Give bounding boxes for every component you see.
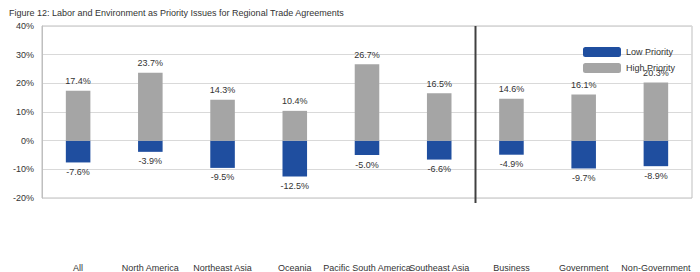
svg-text:-6.6%: -6.6% <box>427 164 451 174</box>
svg-text:10.4%: 10.4% <box>282 96 308 106</box>
svg-text:Business: Business <box>493 263 530 272</box>
svg-text:-9.5%: -9.5% <box>211 172 235 182</box>
svg-text:14.6%: 14.6% <box>499 84 525 94</box>
svg-text:16.5%: 16.5% <box>426 79 452 89</box>
svg-text:20%: 20% <box>16 78 34 88</box>
svg-text:High Priority: High Priority <box>626 63 676 73</box>
svg-text:Pacific South America: Pacific South America <box>323 263 411 272</box>
svg-text:North America: North America <box>122 263 179 272</box>
svg-text:Government: Government <box>559 263 609 272</box>
svg-text:Non-Government: Non-Government <box>621 263 691 272</box>
svg-text:-7.6%: -7.6% <box>66 167 90 177</box>
svg-text:-12.5%: -12.5% <box>281 181 310 191</box>
svg-text:14.3%: 14.3% <box>210 85 236 95</box>
svg-text:-4.9%: -4.9% <box>500 159 524 169</box>
svg-text:Figure 12: Labor and Environme: Figure 12: Labor and Environment as Prio… <box>9 8 344 18</box>
svg-text:16.1%: 16.1% <box>571 80 597 90</box>
svg-text:26.7%: 26.7% <box>354 50 380 60</box>
svg-text:30%: 30% <box>16 50 34 60</box>
svg-text:40%: 40% <box>16 21 34 31</box>
svg-text:-10%: -10% <box>13 164 34 174</box>
svg-text:Oceania: Oceania <box>278 263 312 272</box>
svg-text:-8.9%: -8.9% <box>644 171 668 181</box>
svg-text:-20%: -20% <box>13 193 34 203</box>
svg-text:17.4%: 17.4% <box>65 76 91 86</box>
svg-text:-5.0%: -5.0% <box>355 160 379 170</box>
svg-text:-9.7%: -9.7% <box>572 173 596 183</box>
svg-text:23.7%: 23.7% <box>138 58 164 68</box>
svg-text:10%: 10% <box>16 107 34 117</box>
svg-text:-3.9%: -3.9% <box>139 156 163 166</box>
svg-text:Southeast Asia: Southeast Asia <box>409 263 469 272</box>
svg-text:Northeast Asia: Northeast Asia <box>193 263 252 272</box>
svg-text:0%: 0% <box>21 136 34 146</box>
svg-text:Low Priority: Low Priority <box>626 47 674 57</box>
svg-text:All: All <box>73 263 83 272</box>
